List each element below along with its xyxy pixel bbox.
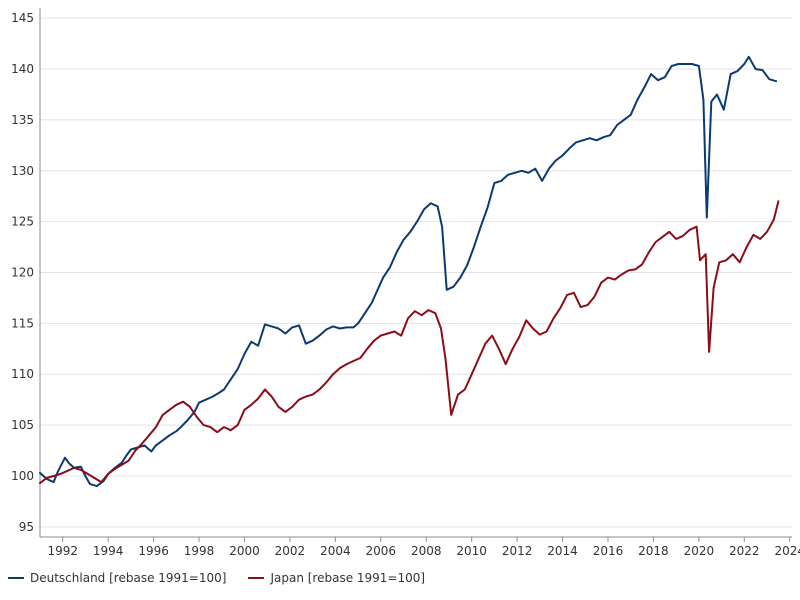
legend-label-deutschland: Deutschland [rebase 1991=100] [30, 571, 227, 585]
x-tick-label: 2014 [547, 544, 578, 558]
y-tick-label: 100 [11, 469, 34, 483]
x-tick-label: 2004 [320, 544, 351, 558]
legend-label-japan: Japan [rebase 1991=100] [270, 571, 426, 585]
y-tick-label: 125 [11, 215, 34, 229]
x-axis-ticks: 1992 1994 1996 1998 2000 2002 2004 2006 2008 2010… [47, 537, 800, 558]
y-tick-label: 140 [11, 62, 34, 76]
y-tick-label: 145 [11, 11, 34, 25]
y-tick-label: 135 [11, 113, 34, 127]
x-tick-label: 2002 [275, 544, 306, 558]
gridlines [40, 17, 792, 528]
axes [39, 8, 792, 538]
y-axis-ticks: 95 100 105 110 115 120 125 130 135 140 145 [11, 11, 34, 534]
x-tick-label: 2022 [729, 544, 760, 558]
x-tick-label: 2018 [638, 544, 669, 558]
x-tick-label: 2008 [411, 544, 442, 558]
series-line-japan[interactable] [39, 200, 780, 485]
x-tick-label: 2016 [593, 544, 624, 558]
x-tick-label: 2012 [502, 544, 533, 558]
x-tick-label: 2024 [774, 544, 800, 558]
y-tick-label: 120 [11, 266, 34, 280]
legend-swatch-deutschland [8, 577, 24, 579]
x-tick-label: 1994 [93, 544, 124, 558]
x-tick-label: 1996 [138, 544, 169, 558]
y-tick-label: 130 [11, 164, 34, 178]
legend-swatch-japan [248, 577, 265, 579]
x-tick-label: 2020 [684, 544, 715, 558]
legend: Deutschland [rebase 1991=100] Japan [reb… [8, 571, 425, 585]
y-tick-label: 95 [19, 520, 34, 534]
x-tick-label: 1992 [47, 544, 78, 558]
x-tick-label: 2000 [229, 544, 260, 558]
legend-item-japan[interactable]: Japan [rebase 1991=100] [248, 571, 425, 585]
series-lines [39, 55, 780, 488]
x-tick-label: 2010 [456, 544, 487, 558]
y-tick-label: 115 [11, 316, 34, 330]
legend-item-deutschland[interactable]: Deutschland [rebase 1991=100] [8, 571, 226, 585]
x-tick-label: 1998 [184, 544, 215, 558]
series-line-deutschland[interactable] [39, 55, 778, 488]
y-tick-label: 110 [11, 367, 34, 381]
y-tick-label: 105 [11, 418, 34, 432]
x-tick-label: 2006 [366, 544, 397, 558]
